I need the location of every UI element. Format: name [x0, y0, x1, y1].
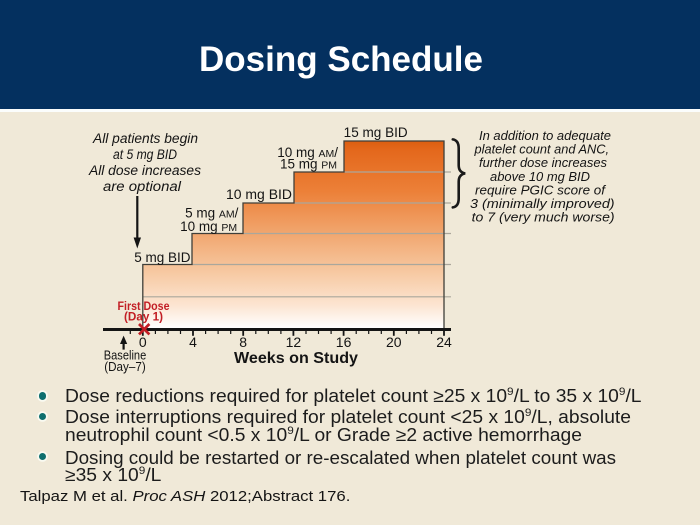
- svg-text:All patients begin: All patients begin: [92, 131, 198, 146]
- svg-text:In addition to adequate: In addition to adequate: [479, 128, 611, 143]
- svg-text:5 mg BID: 5 mg BID: [134, 250, 191, 265]
- svg-text:Weeks on Study: Weeks on Study: [234, 350, 358, 367]
- svg-text:10 mg AM/: 10 mg AM/: [277, 145, 338, 160]
- svg-text:10 mg BID: 10 mg BID: [226, 187, 292, 202]
- svg-text:20: 20: [386, 334, 402, 350]
- svg-text:0: 0: [139, 334, 147, 350]
- svg-text:above 10 mg BID: above 10 mg BID: [490, 169, 590, 184]
- svg-text:24: 24: [436, 334, 452, 350]
- svg-text:(Day 1): (Day 1): [124, 309, 163, 323]
- svg-text:16: 16: [336, 334, 352, 350]
- svg-text:15 mg PM: 15 mg PM: [280, 157, 337, 172]
- svg-text:12: 12: [286, 334, 302, 350]
- svg-text:8: 8: [239, 334, 247, 350]
- svg-text:First Dose: First Dose: [118, 299, 170, 313]
- svg-text:are optional: are optional: [103, 179, 182, 194]
- svg-text:at 5 mg BID: at 5 mg BID: [113, 147, 177, 162]
- svg-text:(Day–7): (Day–7): [104, 360, 146, 374]
- svg-text:platelet count and ANC,: platelet count and ANC,: [474, 142, 609, 157]
- svg-text:15 mg BID: 15 mg BID: [344, 125, 408, 140]
- svg-text:to 7 (very much worse): to 7 (very much worse): [472, 210, 615, 225]
- svg-text:require PGIC score of: require PGIC score of: [475, 182, 606, 197]
- svg-text:5 mg AM/: 5 mg AM/: [185, 206, 239, 221]
- svg-text:further dose increases: further dose increases: [479, 155, 607, 170]
- svg-text:All dose increases: All dose increases: [88, 163, 201, 178]
- svg-text:4: 4: [189, 334, 197, 350]
- svg-text:3 (minimally improved): 3 (minimally improved): [470, 196, 615, 211]
- svg-text:Baseline: Baseline: [104, 349, 147, 363]
- svg-text:10 mg PM: 10 mg PM: [180, 219, 237, 234]
